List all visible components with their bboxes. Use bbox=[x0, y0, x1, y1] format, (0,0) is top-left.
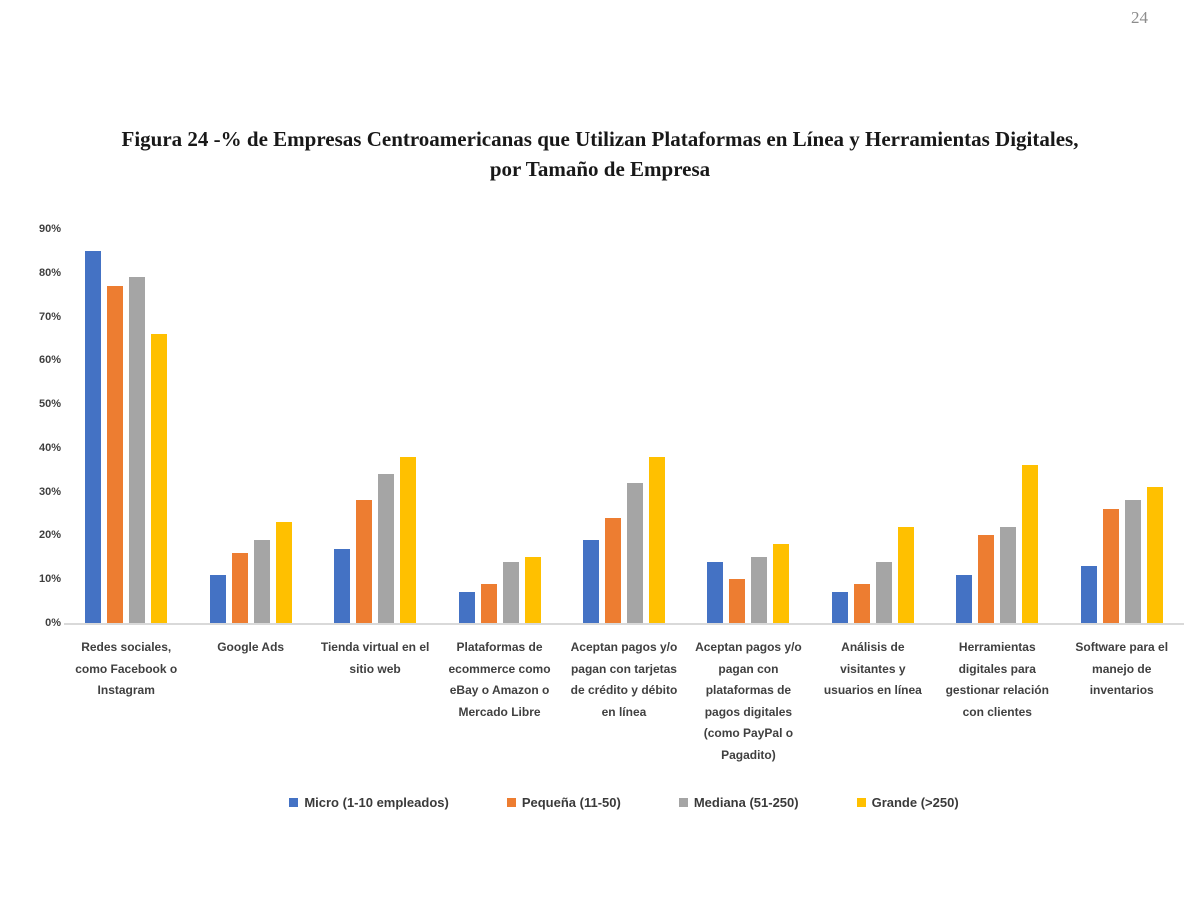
bar-series-1 bbox=[729, 579, 746, 623]
bar-series-3 bbox=[524, 557, 541, 623]
y-tick-label: 80% bbox=[38, 266, 61, 279]
bar-series-3 bbox=[648, 456, 665, 623]
bar-series-3 bbox=[897, 526, 914, 623]
legend-item: Micro (1-10 empleados) bbox=[289, 795, 449, 810]
bar-group bbox=[935, 229, 1059, 623]
plot-area bbox=[64, 229, 1184, 625]
bar-series-1 bbox=[853, 583, 870, 623]
x-axis-category-label: Aceptan pagos y/o pagan con plataformas … bbox=[695, 640, 802, 762]
legend-label: Mediana (51-250) bbox=[693, 794, 799, 810]
y-tick-label: 20% bbox=[38, 529, 61, 542]
bar-series-1 bbox=[604, 517, 621, 623]
bar-series-2 bbox=[1000, 526, 1017, 623]
bar-group bbox=[562, 229, 686, 623]
y-axis: 0% 10% 20% 30% 40% 50% 60% 70% 80% 90% bbox=[28, 223, 64, 629]
bar-series-2 bbox=[129, 277, 146, 623]
bar-series-3 bbox=[400, 456, 417, 623]
bar-group bbox=[188, 229, 312, 623]
bar-series-3 bbox=[275, 522, 292, 623]
legend-item: Grande (>250) bbox=[856, 794, 959, 810]
y-tick-label: 10% bbox=[38, 573, 61, 586]
x-axis-category-label: Plataformas de ecommerce como eBay o Ama… bbox=[448, 640, 551, 719]
bar-series-2 bbox=[875, 561, 892, 623]
bar-series-2 bbox=[378, 474, 395, 623]
bar-series-2 bbox=[751, 557, 768, 623]
bar-series-2 bbox=[626, 482, 643, 623]
page-number: 24 bbox=[1131, 8, 1148, 27]
y-tick-label: 90% bbox=[38, 223, 61, 235]
y-tick-label: 40% bbox=[38, 441, 61, 454]
bar-group bbox=[686, 229, 810, 623]
bar-series-0 bbox=[458, 592, 475, 623]
bar-series-0 bbox=[334, 548, 351, 623]
legend-item: Pequeña (11-50) bbox=[506, 794, 621, 810]
y-tick-label: 70% bbox=[38, 310, 61, 323]
bar-chart: 0% 10% 20% 30% 40% 50% 60% 70% 80% 90% Redes soci… bbox=[28, 223, 1184, 810]
x-axis-category-label: Aceptan pagos y/o pagan con tarjetas de … bbox=[570, 640, 678, 719]
bar-series-3 bbox=[773, 544, 790, 623]
bar-series-1 bbox=[107, 285, 124, 623]
chart-title: Figura 24 -% de Empresas Centroamericana… bbox=[121, 127, 1079, 182]
plot-row: 0% 10% 20% 30% 40% 50% 60% 70% 80% 90% bbox=[28, 223, 1184, 629]
bar-series-1 bbox=[356, 500, 373, 623]
x-axis-labels: Redes sociales, como Facebook o Instagra… bbox=[64, 625, 1184, 767]
bar-series-0 bbox=[85, 250, 102, 623]
bar-series-2 bbox=[502, 561, 519, 623]
bar-series-0 bbox=[831, 592, 848, 623]
bar-series-1 bbox=[480, 583, 497, 623]
x-axis-category-label: Herramientas digitales para gestionar re… bbox=[945, 640, 1049, 719]
bar-group bbox=[811, 229, 935, 623]
bar-group bbox=[437, 229, 561, 623]
bar-group bbox=[313, 229, 437, 623]
bar-series-3 bbox=[151, 334, 168, 623]
x-axis-category-label: Google Ads bbox=[217, 640, 285, 654]
bar-series-1 bbox=[978, 535, 995, 623]
bar-series-0 bbox=[209, 574, 226, 623]
y-tick-label: 50% bbox=[38, 398, 61, 411]
legend-swatch-icon bbox=[678, 797, 688, 807]
y-tick-label: 30% bbox=[38, 485, 61, 498]
legend-item: Mediana (51-250) bbox=[678, 794, 799, 810]
legend-swatch-icon bbox=[289, 797, 299, 807]
x-axis-category-label: Tienda virtual en el sitio web bbox=[320, 640, 430, 676]
bar-series-2 bbox=[1124, 500, 1141, 623]
bar-series-0 bbox=[956, 574, 973, 623]
legend-swatch-icon bbox=[856, 797, 866, 807]
bar-series-2 bbox=[253, 539, 270, 623]
bar-series-1 bbox=[1102, 509, 1119, 623]
x-axis-category-label: Análisis de visitantes y usuarios en lín… bbox=[823, 640, 922, 698]
bar-series-3 bbox=[1146, 487, 1163, 623]
legend-label: Pequeña (11-50) bbox=[521, 794, 621, 810]
bar-series-3 bbox=[1022, 465, 1039, 623]
y-tick-label: 60% bbox=[38, 354, 61, 367]
bar-group bbox=[64, 229, 188, 623]
bar-series-0 bbox=[582, 539, 599, 623]
x-axis-category-label: Software para el manejo de inventarios bbox=[1075, 640, 1169, 698]
bar-series-1 bbox=[231, 552, 248, 623]
x-axis-category-label: Redes sociales, como Facebook o Instagra… bbox=[75, 640, 178, 698]
bar-series-0 bbox=[707, 561, 724, 623]
y-tick-label: 0% bbox=[45, 617, 61, 629]
bar-series-0 bbox=[1080, 566, 1097, 623]
legend-label: Grande (>250) bbox=[871, 794, 959, 810]
legend: Micro (1-10 empleados) Pequeña (11-50) Med… bbox=[64, 795, 1184, 810]
bar-group bbox=[1060, 229, 1184, 623]
legend-swatch-icon bbox=[506, 797, 516, 807]
legend-label: Micro (1-10 empleados) bbox=[304, 794, 449, 810]
